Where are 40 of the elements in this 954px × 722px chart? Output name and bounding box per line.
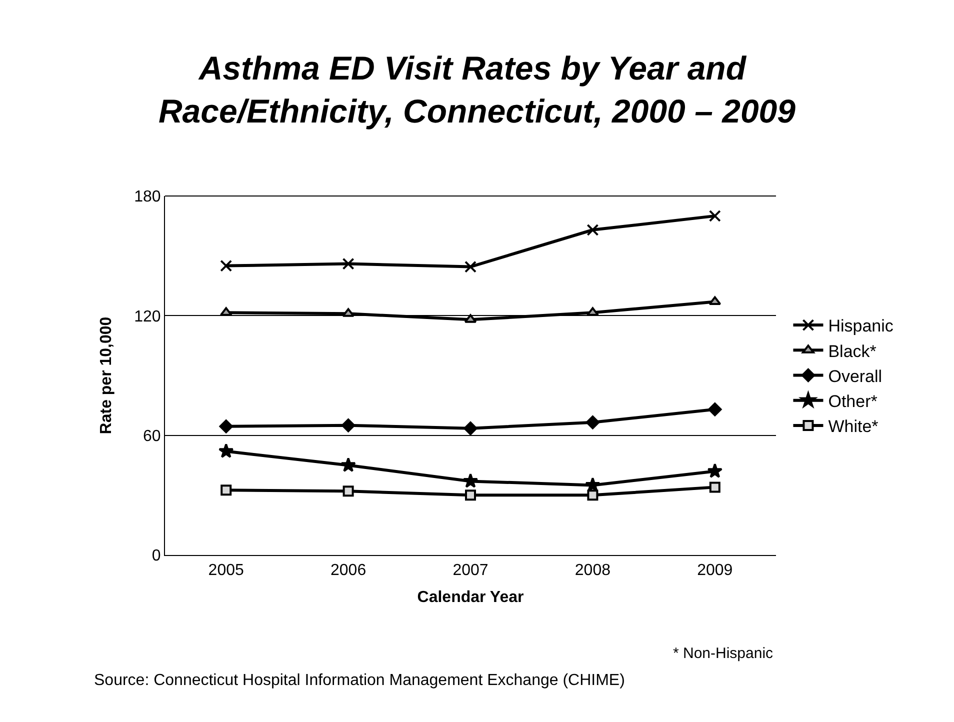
x-tick-label: 2008	[574, 562, 611, 580]
legend-label: Overall	[828, 366, 882, 386]
point	[218, 443, 234, 458]
point	[220, 484, 232, 496]
point	[464, 422, 478, 436]
y-tick-label: 60	[143, 428, 161, 445]
chart-title: Asthma ED Visit Rates by Year and Race/Ethnicity, Connecticut, 2000 – 2009	[158, 49, 796, 130]
point	[707, 463, 723, 478]
point	[340, 457, 356, 472]
y-tick-label: 180	[134, 188, 161, 206]
x-tick-label: 2006	[330, 562, 366, 580]
y-tick-label: 120	[134, 308, 161, 326]
point	[586, 224, 599, 236]
y-axis-title: Rate per 10,000	[98, 316, 115, 434]
point	[220, 260, 232, 272]
point	[586, 416, 600, 430]
x-tick-label: 2009	[697, 562, 733, 580]
legend-label: Black*	[828, 342, 877, 361]
point	[342, 308, 354, 317]
point	[462, 473, 478, 488]
point	[342, 258, 354, 270]
source-note: Source: Connecticut Hospital Information Management Exchange (CHIME)	[94, 672, 625, 689]
legend-label: Hispanic	[828, 316, 894, 336]
x-tick-label: 2005	[208, 562, 244, 580]
text: * Non-Hispanic	[673, 645, 774, 662]
point	[464, 260, 476, 273]
x-tick-label: 2007	[452, 562, 488, 580]
point	[586, 307, 599, 316]
legend-label: Other*	[828, 392, 878, 411]
point	[587, 490, 598, 501]
x-axis-title: Calendar Year	[417, 588, 524, 606]
y-tick-label: 0	[152, 548, 161, 565]
point	[341, 418, 356, 432]
point	[465, 490, 476, 501]
legend-label: White*	[828, 417, 879, 436]
point	[708, 402, 722, 416]
point	[219, 420, 233, 434]
point	[708, 210, 721, 222]
point	[342, 486, 354, 497]
point	[709, 482, 720, 493]
